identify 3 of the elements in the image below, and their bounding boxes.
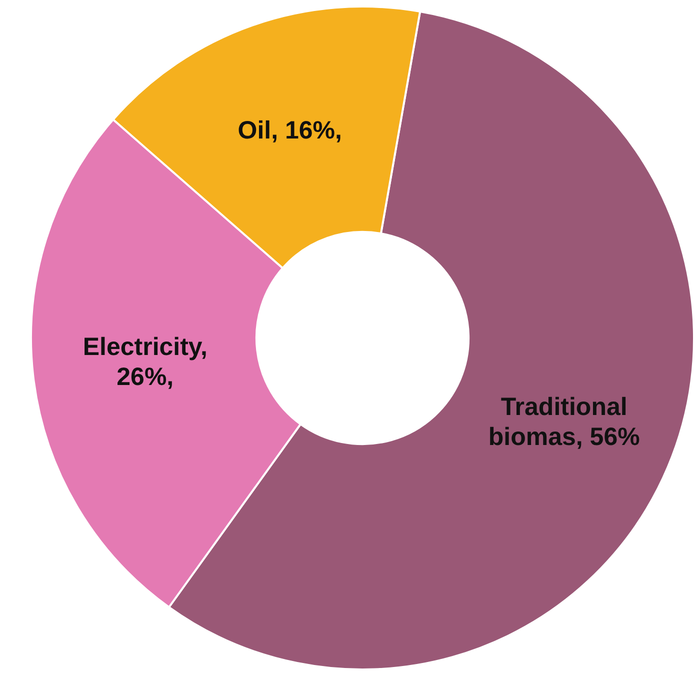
slice-label: Electricity, 26%, [82, 332, 208, 391]
slice-label: Oil, 16%, [238, 116, 342, 145]
slice-label: Traditional biomas, 56% [488, 392, 640, 451]
